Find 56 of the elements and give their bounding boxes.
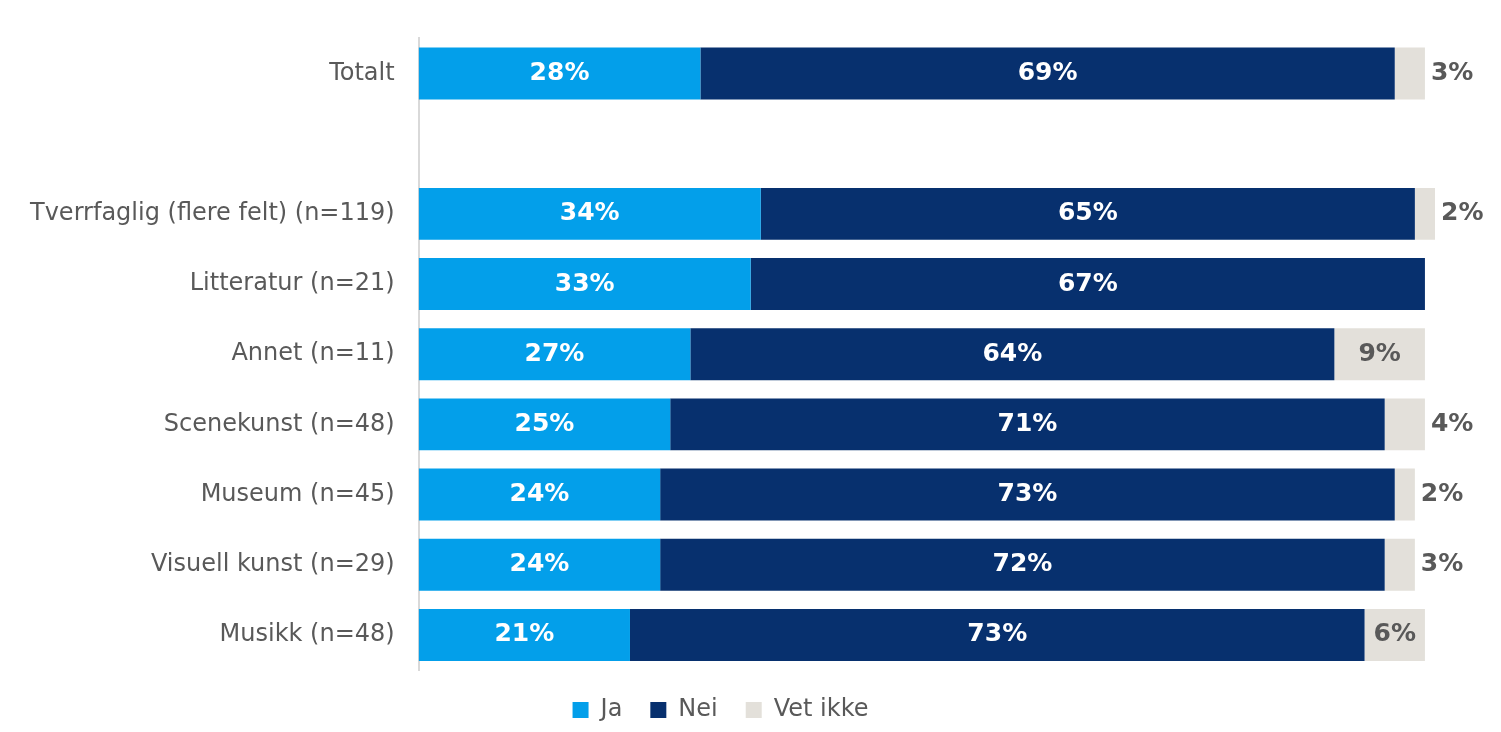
data-label: 3%: [1420, 548, 1464, 578]
y-tick-label: Musikk (n=48): [219, 619, 395, 648]
data-label: 6%: [1373, 618, 1416, 648]
data-label: 2%: [1441, 197, 1484, 227]
bar: [1334, 328, 1425, 381]
data-label: 2%: [1420, 478, 1464, 508]
legend-label: Vet ikke: [773, 694, 869, 723]
bar: [629, 608, 1365, 661]
data-label: 24%: [509, 548, 570, 578]
bar: [1384, 398, 1425, 451]
y-tick-label: Annet (n=11): [231, 338, 395, 367]
bar: [418, 258, 751, 310]
bar: [670, 398, 1385, 451]
bar: [1394, 47, 1425, 100]
data-label: 69%: [1017, 56, 1078, 86]
y-tick-label: Litteratur (n=21): [189, 268, 395, 297]
legend-label: Ja: [598, 694, 623, 723]
y-tick-label: Totalt: [328, 57, 395, 86]
bar: [700, 47, 1395, 100]
data-label: 73%: [967, 618, 1028, 648]
data-label: 67%: [1057, 267, 1118, 297]
bar: [660, 538, 1385, 591]
bar: [418, 608, 630, 661]
bar: [418, 398, 671, 451]
data-label: 71%: [997, 407, 1058, 437]
data-label: 72%: [992, 548, 1053, 578]
bar: [418, 538, 661, 591]
bar: [760, 187, 1415, 240]
data-label: 24%: [509, 478, 570, 508]
data-label: 33%: [554, 267, 615, 297]
bar: [418, 187, 761, 240]
bar: [418, 328, 691, 381]
bar: [1394, 468, 1415, 521]
y-tick-label: Museum (n=45): [200, 478, 395, 507]
bar: [418, 47, 701, 100]
data-label: 65%: [1057, 197, 1118, 227]
bar: [660, 468, 1395, 521]
y-tick-label: Scenekunst (n=48): [163, 408, 395, 437]
data-label: 28%: [529, 56, 590, 86]
data-label: 21%: [494, 618, 555, 648]
data-label: 34%: [559, 197, 620, 227]
data-label: 4%: [1430, 407, 1474, 437]
data-label: 27%: [524, 337, 585, 367]
bar: [690, 328, 1335, 381]
data-label: 3%: [1430, 56, 1474, 86]
data-label: 64%: [982, 337, 1043, 367]
bar: [1414, 187, 1435, 240]
data-label: 25%: [514, 407, 575, 437]
bar: [750, 258, 1425, 310]
legend-label: Nei: [678, 694, 718, 723]
y-tick-label: Tverrfaglig (flere felt) (n=119): [29, 198, 395, 227]
bar: [418, 468, 661, 521]
data-label: 73%: [997, 478, 1058, 508]
bar: [1384, 538, 1415, 591]
data-label: 9%: [1358, 337, 1401, 367]
y-tick-label: Visuell kunst (n=29): [150, 548, 395, 577]
